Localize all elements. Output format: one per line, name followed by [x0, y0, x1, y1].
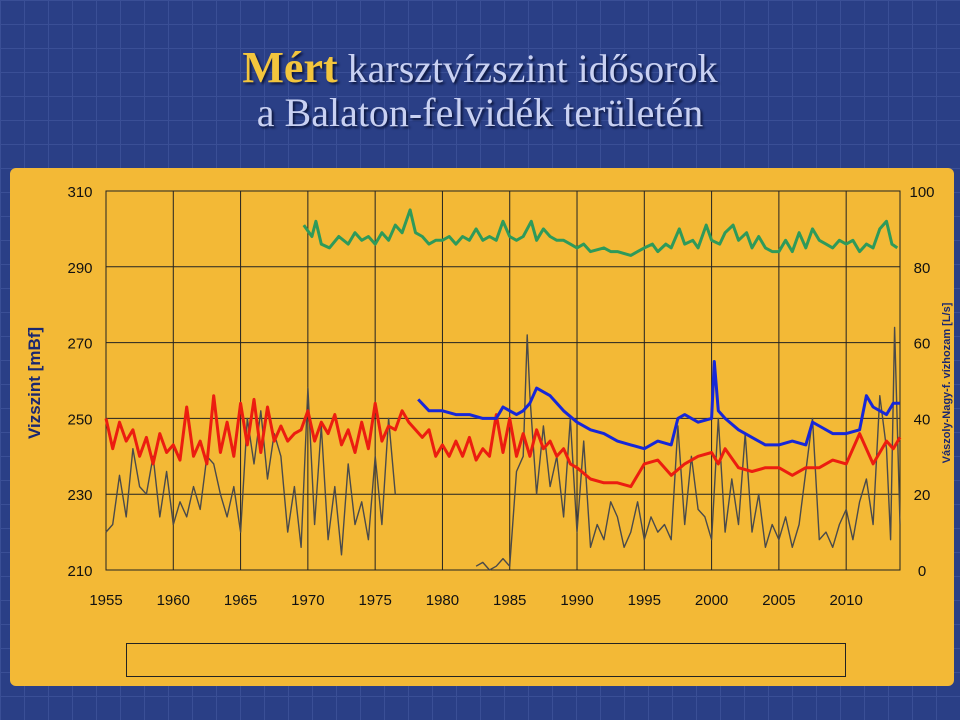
title-emphasis: Mért: [242, 43, 338, 92]
y-tick-label: 230: [67, 487, 92, 504]
y-axis-label: Vizszint [mBf]: [25, 327, 44, 439]
y-tick-label: 310: [67, 184, 92, 201]
series-line-nagy-f-: [475, 326, 901, 571]
series-line-veszpr-m-meggyespta: [417, 360, 900, 451]
chart-panel: [10, 168, 954, 686]
y-tick-label: 250: [67, 411, 92, 428]
y2-axis-label: Vászoly-Nagy-f. vízhozam [L/s]: [941, 302, 953, 463]
x-tick-label: 1990: [560, 592, 593, 609]
y2-tick-label: 100: [909, 184, 934, 201]
x-tick-label: 1975: [358, 592, 391, 609]
chart-title: Mért karsztvízszint idősorok a Balaton-f…: [0, 46, 960, 135]
title-line-2: a Balaton-felvidék területén: [256, 90, 704, 135]
x-tick-label: 1970: [291, 592, 324, 609]
series-line-veszpr-mfajszj-1: [104, 394, 902, 489]
x-tick-label: 1985: [493, 592, 526, 609]
y2-tick-label: 80: [914, 260, 931, 277]
series-line-p-csely-1: [302, 208, 899, 257]
y-tick-label: 270: [67, 336, 92, 353]
y2-tick-label: 40: [914, 411, 931, 428]
y2-tick-label: 20: [914, 487, 931, 504]
x-tick-label: 1960: [157, 592, 190, 609]
series-line-nagy-f-: [105, 387, 396, 556]
title-line-1: Mért karsztvízszint idősorok: [0, 46, 960, 91]
x-tick-label: 1955: [89, 592, 122, 609]
legend: [126, 643, 846, 677]
y-tick-label: 290: [67, 260, 92, 277]
x-tick-label: 2005: [762, 592, 795, 609]
y-tick-label: 210: [67, 563, 92, 580]
x-tick-label: 1995: [628, 592, 661, 609]
title-line-1-rest: karsztvízszint idősorok: [337, 46, 718, 91]
y2-tick-label: 60: [914, 336, 931, 353]
x-tick-label: 2000: [695, 592, 728, 609]
x-tick-label: 1965: [224, 592, 257, 609]
x-tick-label: 1980: [426, 592, 459, 609]
y2-tick-label: 0: [918, 563, 926, 580]
x-tick-label: 2010: [829, 592, 862, 609]
